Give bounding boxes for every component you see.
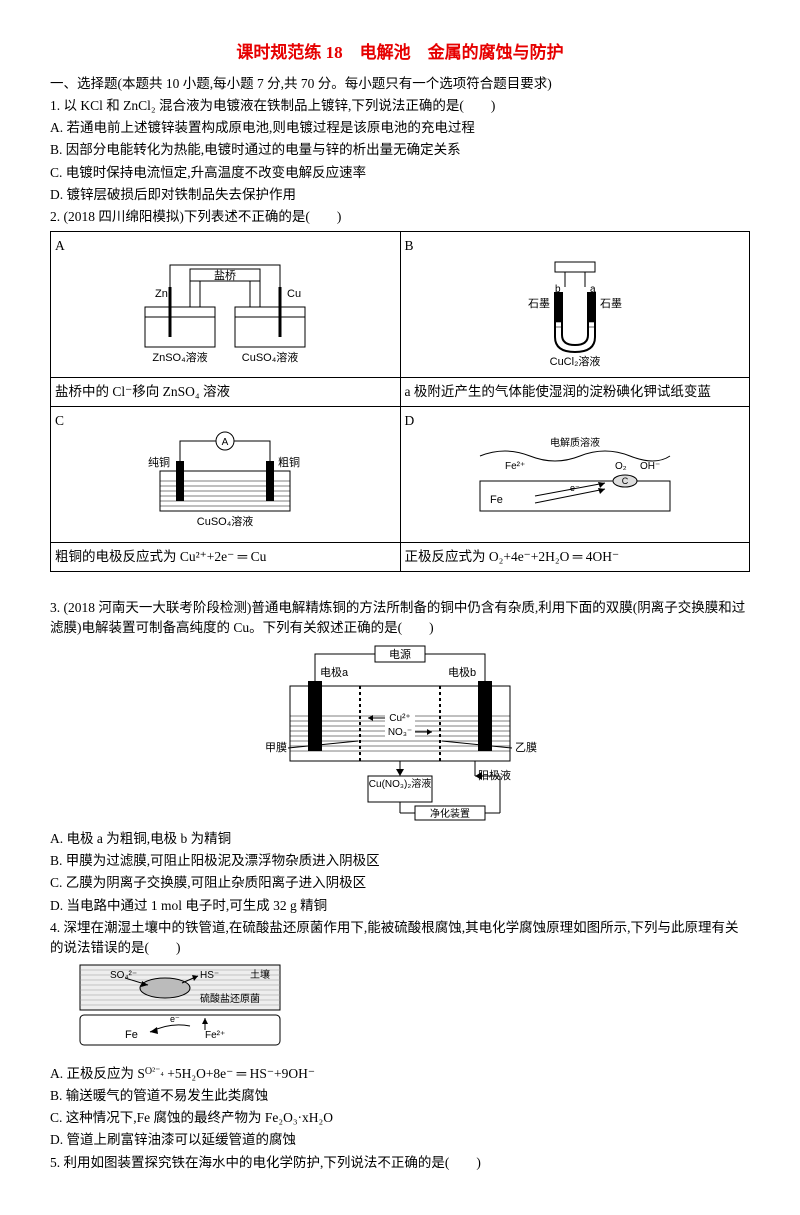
zn-label: Zn	[155, 288, 168, 300]
elec-b-label: 电极b	[448, 665, 476, 679]
q4-diagram-icon: SO₄²⁻ HS⁻ 土壤 硫酸盐还原菌 Fe e⁻ Fe²⁺	[70, 960, 290, 1055]
q3-opt-b: B. 甲膜为过滤膜,可阻止阳极泥及漂浮物杂质进入阴极区	[50, 851, 750, 871]
q2-table: A 盐桥 Zn Cu	[50, 231, 750, 572]
q2-b-label: B	[405, 238, 414, 253]
q2-a-label: A	[55, 238, 65, 253]
q5-stem: 5. 利用如图装置探究铁在海水中的电化学防护,下列说法不正确的是( )	[50, 1153, 750, 1173]
q2-diagram-b-icon: b a 石墨 石墨	[500, 257, 650, 367]
power-label: 电源	[389, 647, 411, 661]
c-label: C	[622, 476, 629, 486]
q3-opt-a: A. 电极 a 为粗铜,电极 b 为精铜	[50, 829, 750, 849]
q4-opt-b: B. 输送暖气的管道不易发生此类腐蚀	[50, 1086, 750, 1106]
cuno32-label: Cu(NO₃)₂溶液	[369, 777, 431, 790]
hs-label: HS⁻	[200, 970, 219, 981]
q2-diagram-c-icon: A 纯铜 粗铜 CuSO₄溶液	[140, 431, 310, 531]
ammeter-label: A	[222, 437, 229, 448]
znso4-label: ZnSO₄溶液	[153, 350, 208, 364]
oh-label: OH⁻	[640, 461, 660, 472]
q2-a-caption: 盐桥中的 Cl⁻移向 ZnSO₄ 溶液	[51, 377, 401, 406]
fe2-label: Fe²⁺	[505, 461, 525, 472]
q4-opt-d: D. 管道上刷富锌油漆可以延缓管道的腐蚀	[50, 1130, 750, 1150]
graphite-left: 石墨	[528, 297, 550, 310]
q2-b-caption: a 极附近产生的气体能使湿润的淀粉碘化钾试纸变蓝	[400, 377, 750, 406]
section-header: 一、选择题(本题共 10 小题,每小题 7 分,共 70 分。每小题只有一个选项…	[50, 74, 750, 94]
no3-label: NO₃⁻	[388, 727, 412, 738]
elec-a-label: 电极a	[320, 665, 349, 679]
purify-label: 净化装置	[430, 807, 470, 820]
page-title: 课时规范练 18 电解池 金属的腐蚀与防护	[50, 40, 750, 66]
q1-opt-a: A. 若通电前上述镀锌装置构成原电池,则电镀过程是该原电池的充电过程	[50, 118, 750, 138]
fe-q4-label: Fe	[125, 1029, 138, 1041]
so4-label: SO₄²⁻	[110, 970, 137, 981]
pure-cu-label: 纯铜	[148, 455, 170, 469]
q2-c-label: C	[55, 413, 64, 428]
e-q4-label: e⁻	[170, 1014, 180, 1024]
q2-d-caption: 正极反应式为 O₂+4e⁻+2H₂O ═ 4OH⁻	[400, 542, 750, 571]
graphite-right: 石墨	[600, 297, 622, 310]
q2-diagram-a-icon: 盐桥 Zn Cu ZnSO₄溶液	[135, 257, 315, 367]
q4-opt-c: C. 这种情况下,Fe 腐蚀的最终产物为 Fe₂O₃·xH₂O	[50, 1108, 750, 1128]
cuso4-c-label: CuSO₄溶液	[197, 514, 253, 528]
q4-stem: 4. 深埋在潮湿土壤中的铁管道,在硫酸盐还原菌作用下,能被硫酸根腐蚀,其电化学腐…	[50, 918, 750, 959]
q1-opt-c: C. 电镀时保持电流恒定,升高温度不改变电解反应速率	[50, 163, 750, 183]
mem-a-label: 甲膜	[265, 741, 287, 754]
q3-stem: 3. (2018 河南天一大联考阶段检测)普通电解精炼铜的方法所制备的铜中仍含有…	[50, 598, 750, 639]
q4-opt-a: A. 正极反应为 SO²⁻₄ +5H₂O+8e⁻ ═ HS⁻+9OH⁻	[50, 1064, 750, 1084]
o2-label: O₂	[615, 461, 627, 472]
fe2-q4-label: Fe²⁺	[205, 1030, 225, 1041]
fe-label: Fe	[490, 494, 503, 506]
crude-cu-label: 粗铜	[278, 455, 300, 469]
e-label-d: e⁻	[570, 483, 580, 493]
cuso4-label: CuSO₄溶液	[242, 350, 298, 364]
cu2-label: Cu²⁺	[389, 713, 410, 724]
q2-stem: 2. (2018 四川绵阳模拟)下列表述不正确的是( )	[50, 207, 750, 227]
q1-opt-b: B. 因部分电能转化为热能,电镀时通过的电量与锌的析出量无确定关系	[50, 140, 750, 160]
q3-opt-c: C. 乙膜为阴离子交换膜,可阻止杂质阳离子进入阴极区	[50, 873, 750, 893]
q1-opt-d: D. 镀锌层破损后即对铁制品失去保护作用	[50, 185, 750, 205]
salt-bridge-label: 盐桥	[214, 269, 236, 282]
q2-c-caption: 粗铜的电极反应式为 Cu²⁺+2e⁻ ═ Cu	[51, 542, 401, 571]
q3-diagram-icon: 电源 电极a 电极b Cu²⁺ NO₃⁻ 甲膜 乙膜	[260, 641, 540, 821]
cu-label: Cu	[287, 288, 301, 300]
q2-diagram-d-icon: 电解质溶液 Fe²⁺ O₂ OH⁻ C e⁻ Fe	[475, 431, 675, 521]
soil-label: 土壤	[250, 968, 270, 981]
cucl2-label: CuCl₂溶液	[549, 354, 600, 367]
q3-opt-d: D. 当电路中通过 1 mol 电子时,可生成 32 g 精铜	[50, 896, 750, 916]
anolyte-label: 阳极液	[478, 768, 511, 782]
electrolyte-label: 电解质溶液	[550, 436, 600, 449]
q1-stem: 1. 以 KCl 和 ZnCl₂ 混合液为电镀液在铁制品上镀锌,下列说法正确的是…	[50, 96, 750, 116]
q2-d-label: D	[405, 413, 415, 428]
mem-b-label: 乙膜	[515, 741, 537, 754]
bacteria-label: 硫酸盐还原菌	[200, 992, 260, 1005]
